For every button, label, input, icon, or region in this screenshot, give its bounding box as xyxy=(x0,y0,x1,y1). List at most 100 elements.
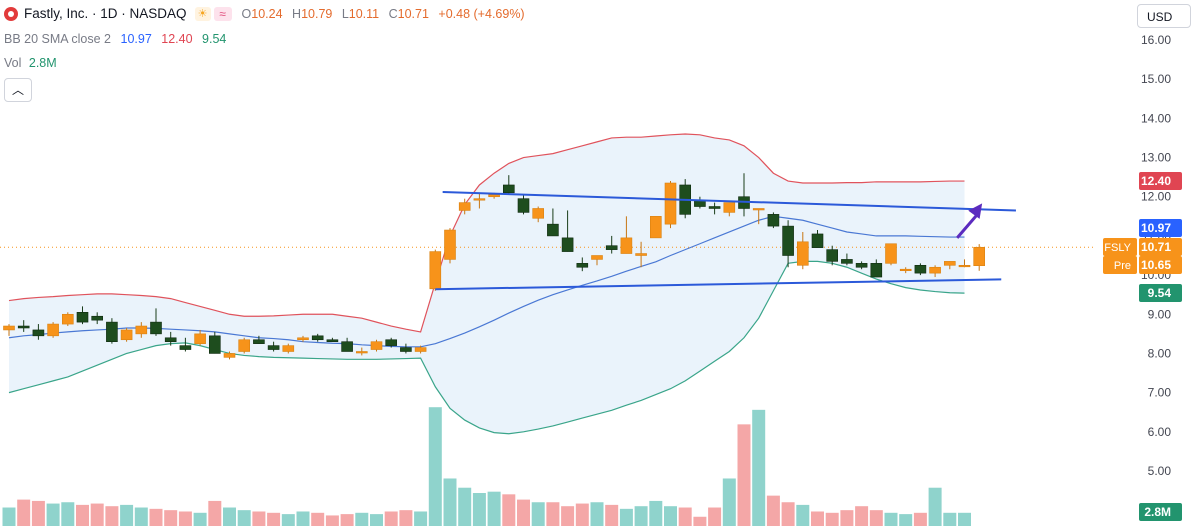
premarket-price-label-tag-bg xyxy=(1103,256,1137,274)
candle-body xyxy=(502,184,515,194)
volume-bar xyxy=(913,512,927,526)
volume-bar xyxy=(31,500,45,526)
volume-bar xyxy=(134,507,148,526)
volume-bar xyxy=(281,514,295,526)
bb-upper-price-label-bg xyxy=(1139,172,1182,190)
volume-bar xyxy=(208,500,222,526)
candle-body xyxy=(532,208,545,219)
arrow-shaft xyxy=(956,211,981,239)
bb-indicator-row[interactable]: BB 20 SMA close 2 10.97 12.40 9.54 xyxy=(4,32,226,46)
volume-bar xyxy=(487,491,501,526)
volume-value-label: 2.8M xyxy=(1144,505,1171,519)
volume-bar xyxy=(575,503,589,526)
candle-body xyxy=(106,321,118,343)
volume-bar xyxy=(928,487,942,526)
candle-body xyxy=(311,335,324,341)
candle-body xyxy=(870,263,883,278)
volume-bar xyxy=(634,506,648,526)
volume-bar xyxy=(105,506,119,526)
last-price-label: 10.71 xyxy=(1141,240,1171,254)
bb-upper-line xyxy=(8,133,965,333)
volume-bar xyxy=(237,510,251,526)
volume-bar xyxy=(311,512,325,526)
candle-body xyxy=(973,246,986,266)
candle-body xyxy=(458,202,471,211)
candle-body xyxy=(664,182,677,225)
volume-bar xyxy=(517,499,530,526)
volume-bar xyxy=(722,478,736,526)
volume-bar xyxy=(340,514,354,526)
candle-body xyxy=(605,245,618,250)
candle-body xyxy=(782,225,794,256)
bb-basis-price-label: 10.97 xyxy=(1141,221,1171,235)
vol-label: Vol xyxy=(4,56,22,70)
volume-bar xyxy=(355,512,369,526)
y-tick-label: 5.00 xyxy=(1148,464,1172,478)
candle-body xyxy=(17,325,30,329)
bb-label: BB 20 SMA close 2 xyxy=(4,32,112,46)
volume-bar xyxy=(943,512,957,526)
candle-body xyxy=(767,214,780,227)
candle-body xyxy=(370,341,383,350)
candle-body xyxy=(841,259,853,264)
candle-body xyxy=(135,325,148,335)
candle-body xyxy=(547,223,559,237)
bb-basis-line xyxy=(8,215,965,348)
volume-bar xyxy=(796,504,810,526)
bb-basis-price-label-bg xyxy=(1139,219,1182,237)
volume-bar xyxy=(664,506,677,526)
volume-indicator-row[interactable]: Vol 2.8M xyxy=(4,56,57,70)
open-value: 10.24 xyxy=(251,6,283,21)
volume-bar xyxy=(708,507,722,526)
candle-body xyxy=(194,333,206,344)
volume-bar xyxy=(90,503,104,526)
change-value: +0.48 (+4.69%) xyxy=(438,6,525,21)
volume-bar xyxy=(370,514,383,526)
y-tick-label: 16.00 xyxy=(1141,33,1171,47)
high-value: 10.79 xyxy=(301,6,333,21)
volume-bar xyxy=(2,507,16,526)
premarket-price-label-bg xyxy=(1139,256,1182,274)
symbol-title[interactable]: Fastly, Inc. · 1D · NASDAQ xyxy=(24,6,187,21)
candle-body xyxy=(591,255,603,260)
ohlc-values: O10.24 H10.79 L10.11 C10.71 +0.48 (+4.69… xyxy=(242,7,531,21)
candle-body xyxy=(253,339,265,344)
symbol-row: Fastly, Inc. · 1D · NASDAQ ☀ ≈ O10.24 H1… xyxy=(4,6,531,21)
last-price-label-tag-bg xyxy=(1103,238,1137,256)
candle-body xyxy=(47,323,59,337)
volume-bar xyxy=(781,502,795,526)
wave-icon[interactable]: ≈ xyxy=(213,6,232,21)
volume-bar xyxy=(737,424,751,526)
volume-bar xyxy=(546,502,560,526)
candle-body xyxy=(855,263,868,268)
currency-selector[interactable]: USD xyxy=(1137,4,1191,28)
sun-icon[interactable]: ☀ xyxy=(194,6,211,21)
y-tick-label: 14.00 xyxy=(1141,111,1171,125)
candle-body xyxy=(473,198,486,201)
candle-body xyxy=(444,229,456,260)
bb-lower-price-label: 9.54 xyxy=(1148,286,1172,300)
candle-body xyxy=(267,345,280,350)
candle-body xyxy=(488,194,500,198)
candle-body xyxy=(561,237,574,252)
candle-body xyxy=(91,315,103,321)
volume-bar xyxy=(678,507,692,526)
volume-bar xyxy=(252,511,266,526)
premarket-price-label-tag: Pre xyxy=(1114,260,1131,272)
candle-body xyxy=(708,206,721,209)
volume-bar xyxy=(61,502,75,526)
volume-bar xyxy=(958,512,971,526)
volume-bar xyxy=(605,504,619,526)
collapse-legend-button[interactable]: ︿ xyxy=(4,78,32,102)
volume-bar xyxy=(414,511,428,526)
volume-bar xyxy=(502,494,516,526)
open-label: O xyxy=(241,6,252,21)
candle-body xyxy=(326,339,339,342)
candle-body xyxy=(826,249,839,262)
close-label: C xyxy=(388,6,398,21)
candle-body xyxy=(943,261,956,266)
volume-bar xyxy=(149,508,163,526)
volume-bar xyxy=(619,508,633,526)
volume-bar xyxy=(855,506,869,526)
